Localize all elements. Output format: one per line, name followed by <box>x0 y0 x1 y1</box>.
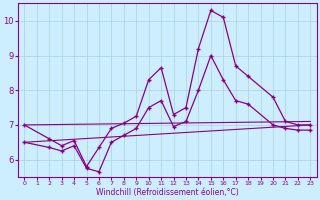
X-axis label: Windchill (Refroidissement éolien,°C): Windchill (Refroidissement éolien,°C) <box>96 188 239 197</box>
